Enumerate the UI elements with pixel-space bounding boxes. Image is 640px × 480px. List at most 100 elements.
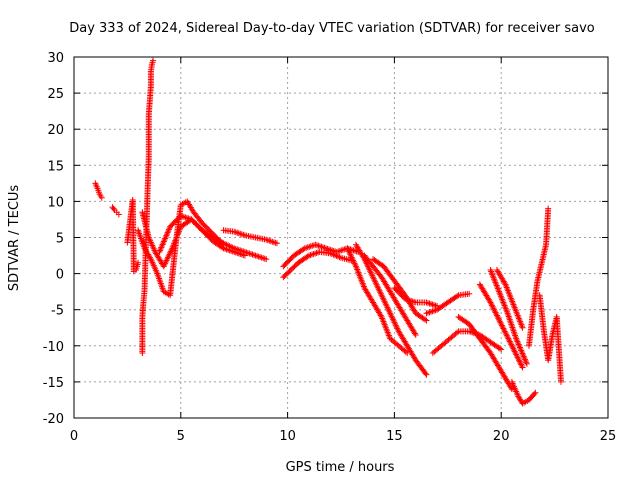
data-point bbox=[312, 241, 319, 248]
y-tick-label: 20 bbox=[47, 123, 64, 138]
data-point bbox=[318, 243, 325, 250]
data-point bbox=[160, 240, 167, 247]
data-point bbox=[115, 211, 122, 218]
x-tick-label: 20 bbox=[493, 429, 510, 444]
data-point bbox=[519, 364, 526, 371]
data-point bbox=[521, 356, 528, 363]
data-point bbox=[508, 342, 515, 349]
data-point bbox=[163, 232, 170, 239]
data-point bbox=[252, 252, 259, 259]
data-point bbox=[558, 378, 565, 385]
data-point bbox=[313, 249, 320, 256]
data-point bbox=[532, 389, 539, 396]
data-point bbox=[423, 371, 430, 378]
y-tick-label: -5 bbox=[51, 304, 64, 319]
data-point bbox=[506, 338, 513, 345]
data-point bbox=[489, 303, 496, 310]
data-point bbox=[495, 315, 502, 322]
data-point bbox=[523, 360, 530, 367]
data-point bbox=[157, 245, 164, 252]
data-point bbox=[516, 344, 523, 351]
data-point bbox=[165, 226, 172, 233]
data-point bbox=[511, 347, 518, 354]
data-point bbox=[313, 242, 320, 249]
data-point bbox=[255, 253, 262, 260]
data-point bbox=[163, 231, 170, 238]
data-point bbox=[423, 310, 430, 317]
y-tick-label: -15 bbox=[43, 376, 64, 391]
data-points bbox=[92, 57, 565, 407]
data-point bbox=[504, 334, 511, 341]
data-point bbox=[426, 300, 433, 307]
data-point bbox=[454, 329, 461, 336]
data-point bbox=[429, 308, 436, 315]
x-tick-label: 15 bbox=[386, 429, 403, 444]
data-point bbox=[501, 326, 508, 333]
data-point bbox=[319, 244, 326, 251]
data-point bbox=[162, 235, 169, 242]
data-point bbox=[509, 344, 516, 351]
plot-frame bbox=[73, 56, 609, 419]
data-point bbox=[498, 346, 505, 353]
data-point bbox=[513, 351, 520, 358]
data-point bbox=[513, 337, 520, 344]
data-point bbox=[304, 253, 311, 260]
data-point bbox=[515, 341, 522, 348]
data-point bbox=[306, 243, 313, 250]
data-point bbox=[501, 279, 508, 286]
data-point bbox=[237, 230, 244, 237]
data-point bbox=[424, 309, 431, 316]
data-point bbox=[234, 229, 241, 236]
data-point bbox=[158, 244, 165, 251]
data-point bbox=[513, 352, 520, 359]
data-point bbox=[431, 302, 438, 309]
data-point bbox=[498, 322, 505, 329]
data-point bbox=[270, 239, 277, 246]
data-point bbox=[429, 301, 436, 308]
data-point bbox=[514, 338, 521, 345]
y-tick-label: 5 bbox=[56, 232, 64, 247]
data-point bbox=[516, 343, 523, 350]
data-point bbox=[422, 316, 429, 323]
data-point bbox=[491, 306, 498, 313]
data-point bbox=[238, 231, 245, 238]
data-point bbox=[500, 325, 507, 332]
data-point bbox=[517, 345, 524, 352]
data-point bbox=[312, 250, 319, 257]
data-point bbox=[235, 230, 242, 237]
data-point bbox=[300, 246, 307, 253]
data-point bbox=[531, 390, 538, 397]
data-point bbox=[515, 340, 522, 347]
data-point bbox=[269, 238, 276, 245]
data-point bbox=[158, 242, 165, 249]
data-point bbox=[240, 231, 247, 238]
y-tick-label: 0 bbox=[56, 268, 64, 283]
data-point bbox=[466, 290, 473, 297]
data-point bbox=[513, 335, 520, 342]
data-point bbox=[518, 347, 525, 354]
data-point bbox=[307, 243, 314, 250]
data-point bbox=[264, 237, 271, 244]
data-point bbox=[156, 248, 163, 255]
data-point bbox=[110, 205, 117, 212]
data-point bbox=[522, 357, 529, 364]
data-point bbox=[454, 293, 461, 300]
data-point bbox=[159, 241, 166, 248]
data-point bbox=[412, 331, 419, 338]
data-point bbox=[494, 313, 501, 320]
data-point bbox=[510, 345, 517, 352]
data-point bbox=[249, 251, 256, 258]
data-point bbox=[521, 354, 528, 361]
data-point bbox=[411, 330, 418, 337]
data-point bbox=[150, 57, 157, 64]
data-point bbox=[309, 242, 316, 249]
data-point bbox=[518, 363, 525, 370]
data-point bbox=[428, 301, 435, 308]
data-point bbox=[505, 335, 512, 342]
y-tick-label: -20 bbox=[43, 412, 64, 427]
y-tick-label: 30 bbox=[47, 51, 64, 66]
data-point bbox=[426, 309, 433, 316]
data-point bbox=[267, 238, 274, 245]
data-point bbox=[339, 246, 346, 253]
